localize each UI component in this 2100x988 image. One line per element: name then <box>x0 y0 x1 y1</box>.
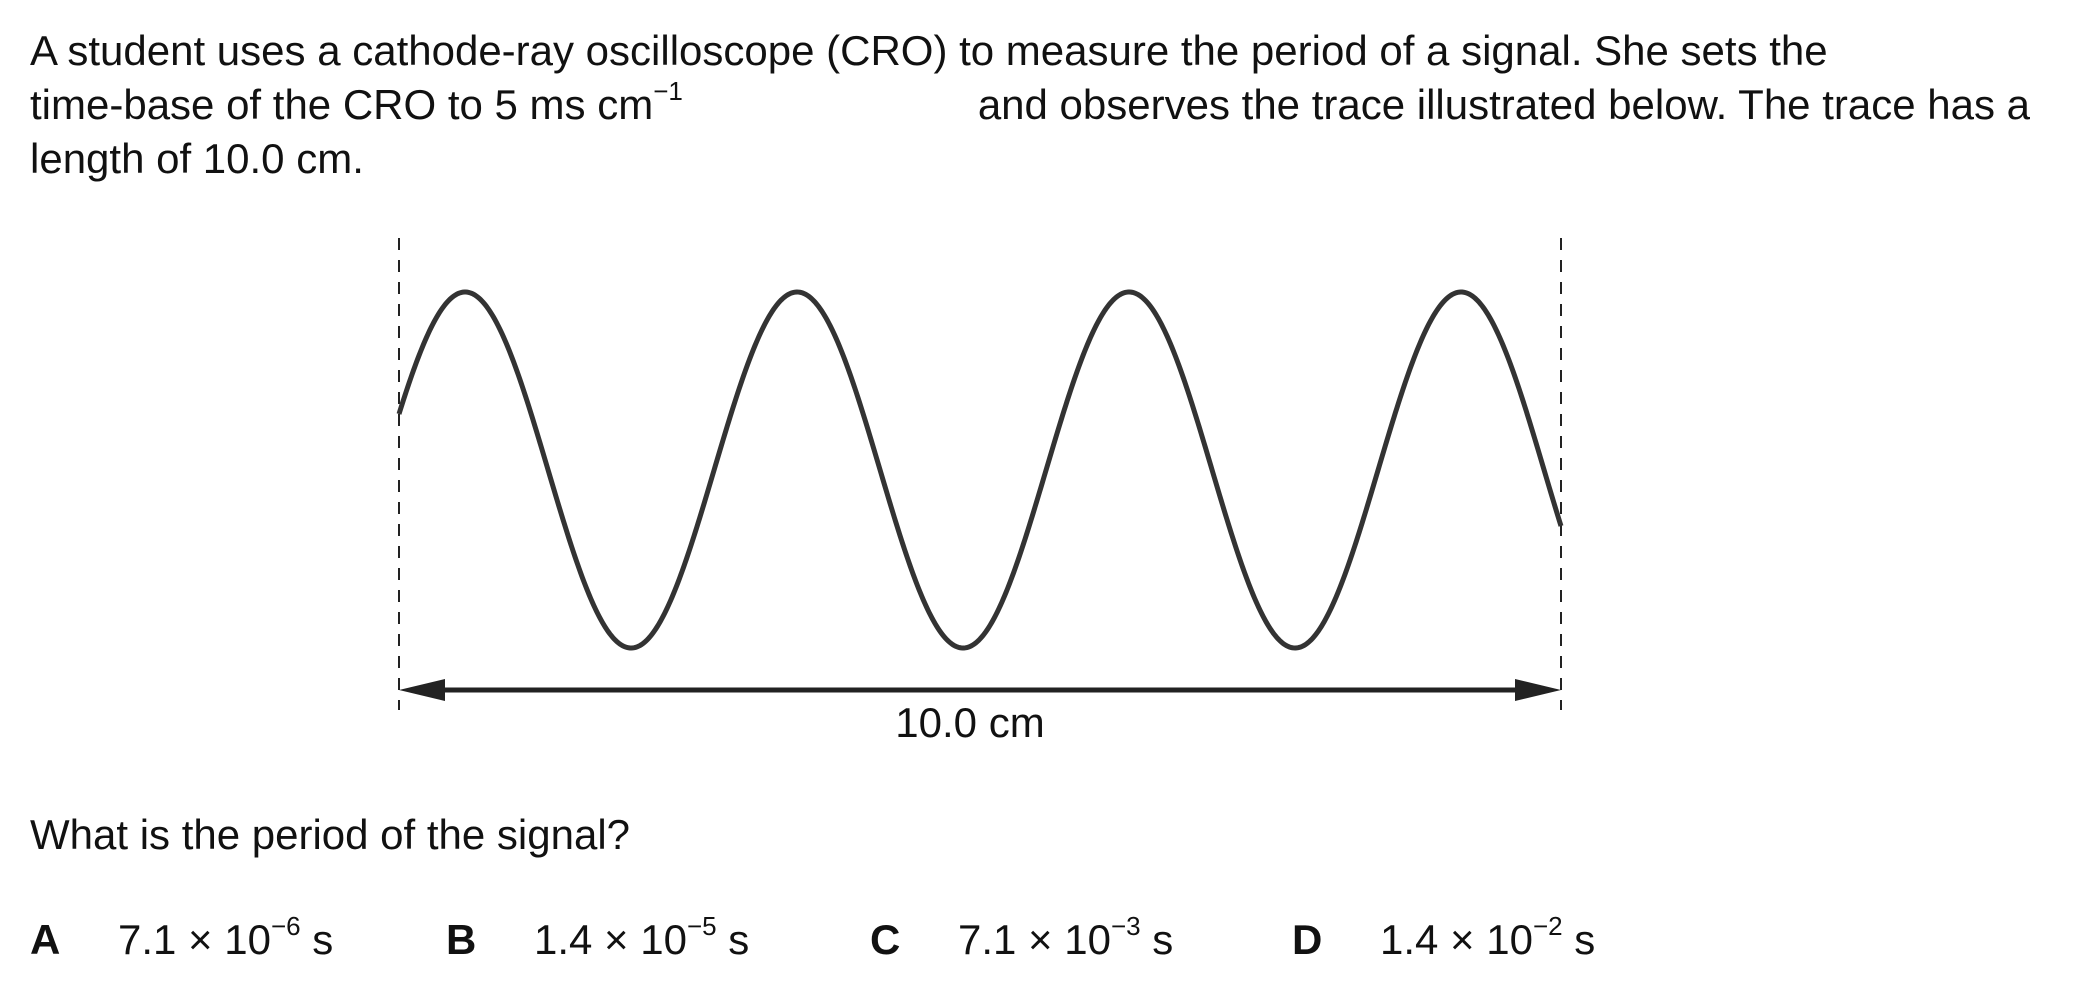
option-d-exponent: −2 <box>1532 911 1563 941</box>
option-c-exponent: −3 <box>1110 911 1141 941</box>
question-stem: A student uses a cathode-ray oscilloscop… <box>30 24 2030 186</box>
option-d-letter: D <box>1292 916 1323 963</box>
option-d-mantissa: 1.4 × 10 <box>1380 916 1533 963</box>
option-a-exponent: −6 <box>270 911 301 941</box>
trace-length-label: 10.0 cm <box>895 699 1045 746</box>
stem-line-1: A student uses a cathode-ray oscilloscop… <box>30 27 1828 74</box>
time-base-text: time-base of the CRO to 5 ms cm <box>30 81 654 128</box>
option-a-unit: s <box>300 916 334 963</box>
unit-exponent: −1 <box>653 76 683 106</box>
length-arrow-left-head <box>399 679 445 701</box>
option-a-mantissa: 7.1 × 10 <box>118 916 271 963</box>
option-c-mantissa: 7.1 × 10 <box>958 916 1111 963</box>
stem-line-2: time-base of the CRO to 5 ms cm−1 and ob… <box>30 78 2030 132</box>
option-b-text: 1.4 × 10−5 s <box>534 912 749 968</box>
length-arrow-right-head <box>1515 679 1561 701</box>
option-c-letter: C <box>870 916 901 963</box>
stem-line-2-end: and observes the trace illustrated below… <box>977 81 2030 128</box>
option-b-letter: B <box>446 916 477 963</box>
option-b-mantissa: 1.4 × 10 <box>534 916 687 963</box>
question-text: What is the period of the signal? <box>30 811 631 858</box>
option-a-text: 7.1 × 10−6 s <box>118 912 333 968</box>
option-d-unit: s <box>1562 916 1596 963</box>
sine-wave-trace <box>396 289 1564 651</box>
option-a-letter: A <box>30 916 61 963</box>
option-d-text: 1.4 × 10−2 s <box>1380 912 1595 968</box>
option-c-unit: s <box>1140 916 1174 963</box>
stem-line-2-start: time-base of the CRO to 5 ms cm−1 <box>30 78 683 132</box>
stem-line-3: length of 10.0 cm. <box>30 135 364 182</box>
option-b-exponent: −5 <box>686 911 717 941</box>
cro-trace-figure <box>396 238 1564 710</box>
option-c-text: 7.1 × 10−3 s <box>958 912 1173 968</box>
option-b-unit: s <box>716 916 750 963</box>
